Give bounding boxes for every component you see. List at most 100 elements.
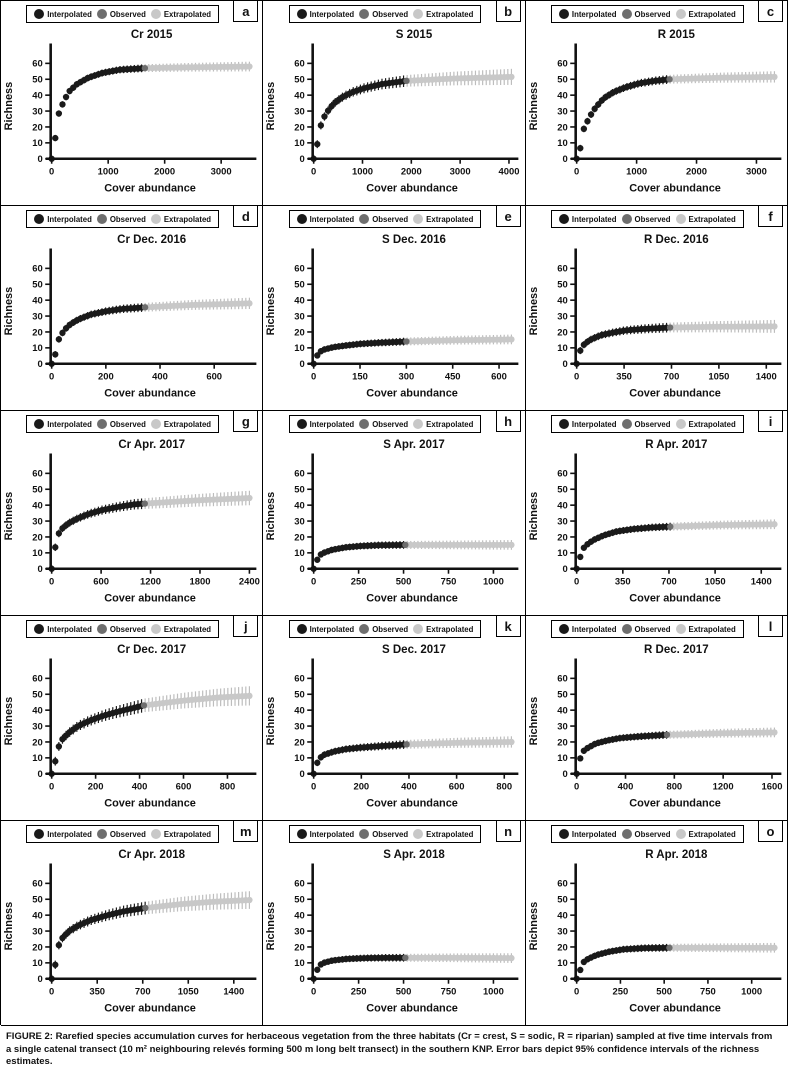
legend-dot-interpolated-icon [558, 419, 569, 429]
x-axis-label: Cover abundance [104, 1003, 196, 1015]
legend-dot-extrapolated-icon [150, 624, 161, 634]
legend-label: Observed [634, 9, 671, 19]
legend-label: Observed [109, 829, 146, 839]
x-tick-label: 250 [351, 986, 367, 997]
x-tick-label: 0 [574, 166, 579, 177]
y-tick-label: 30 [557, 310, 567, 321]
panel-header: Interpolated Observed Extrapolated [1, 821, 262, 848]
y-tick-label: 10 [295, 137, 305, 148]
legend: Interpolated Observed Extrapolated [288, 825, 482, 843]
x-tick-label: 800 [666, 781, 682, 792]
observed-dot [140, 702, 148, 709]
error-bars [51, 61, 251, 162]
panel-title: R 2015 [657, 29, 695, 41]
y-tick-label: 40 [295, 295, 305, 306]
panel-header: Interpolated Observed Extrapolated [526, 1, 787, 28]
legend-item-observed: Observed [359, 624, 408, 634]
y-tick-label: 60 [557, 673, 567, 684]
y-tick-label: 10 [557, 957, 567, 968]
legend-label: Interpolated [47, 214, 92, 224]
legend-label: Extrapolated [688, 624, 736, 634]
curve-dots [573, 73, 778, 162]
legend-dot-interpolated-icon [296, 624, 307, 634]
legend: Interpolated Observed Extrapolated [550, 620, 744, 638]
legend-item-interpolated: Interpolated [558, 829, 617, 839]
legend-label: Interpolated [571, 829, 617, 839]
y-tick-label: 30 [557, 925, 567, 936]
legend-dot-interpolated-icon [296, 829, 307, 839]
y-tick-label: 60 [295, 58, 305, 69]
y-tick-labels: 0 10 20 30 40 50 60 [295, 263, 313, 369]
y-tick-label: 50 [557, 484, 567, 495]
y-tick-label: 30 [557, 105, 567, 116]
legend-item-extrapolated: Extrapolated [413, 9, 473, 19]
legend-item-observed: Observed [359, 829, 408, 839]
curve-dots [310, 541, 515, 572]
x-tick-label: 200 [354, 781, 370, 792]
legend-item-interpolated: Interpolated [296, 9, 354, 19]
x-tick-label: 350 [616, 371, 632, 382]
x-tick-label: 3000 [211, 166, 232, 177]
legend-dot-observed-icon [621, 419, 632, 429]
y-tick-label: 50 [32, 689, 42, 700]
x-tick-labels: 0 1000 2000 3000 [574, 158, 767, 177]
y-tick-label: 60 [557, 58, 567, 69]
x-tick-label: 0 [49, 781, 54, 792]
y-tick-label: 40 [32, 90, 42, 101]
y-tick-label: 10 [32, 342, 42, 353]
y-tick-label: 10 [295, 342, 305, 353]
legend: Interpolated Observed Extrapolated [550, 210, 744, 228]
x-tick-label: 4000 [499, 166, 520, 177]
y-axis-label: Richness [3, 82, 15, 131]
y-tick-labels: 0 10 20 30 40 50 60 [557, 58, 575, 164]
y-tick-labels: 0 10 20 30 40 50 60 [32, 878, 50, 984]
legend-item-extrapolated: Extrapolated [413, 829, 473, 839]
y-tick-label: 0 [37, 358, 42, 369]
legend: Interpolated Observed Extrapolated [26, 210, 220, 228]
y-tick-label: 20 [32, 326, 42, 337]
panel-letter: j [233, 616, 259, 637]
x-axis-label: Cover abundance [104, 388, 196, 400]
legend-label: Observed [372, 624, 409, 634]
y-tick-label: 0 [562, 358, 567, 369]
y-tick-label: 0 [37, 973, 42, 984]
observed-dot [403, 338, 410, 345]
curve-dots [48, 692, 253, 777]
x-tick-label: 1400 [750, 576, 771, 587]
panel-n: Interpolated Observed Extrapolated n S Apr. … [263, 821, 526, 1026]
legend-item-observed: Observed [621, 624, 671, 634]
x-tick-label: 400 [401, 781, 417, 792]
y-tick-label: 40 [32, 500, 42, 511]
panel-l: Interpolated Observed Extrapolated l R Dec. … [525, 616, 788, 821]
legend-dot-observed-icon [621, 9, 632, 19]
x-tick-labels: 0 350 700 1050 1400 [49, 978, 244, 997]
y-tick-label: 40 [557, 90, 567, 101]
legend-label: Observed [372, 829, 409, 839]
legend-item-extrapolated: Extrapolated [675, 419, 736, 429]
y-tick-label: 50 [32, 279, 42, 290]
x-axis-label: Cover abundance [629, 593, 721, 605]
panel-h: Interpolated Observed Extrapolated h S Apr. … [263, 411, 526, 616]
x-tick-label: 1050 [704, 576, 725, 587]
legend-dot-extrapolated-icon [413, 419, 424, 429]
x-tick-label: 1050 [708, 371, 729, 382]
x-tick-labels: 0 250 500 750 1000 [574, 978, 762, 997]
y-tick-label: 30 [295, 105, 305, 116]
legend-label: Observed [109, 419, 146, 429]
x-tick-labels: 0 200 400 600 800 [49, 773, 235, 792]
legend-item-interpolated: Interpolated [558, 419, 617, 429]
legend-item-extrapolated: Extrapolated [675, 214, 736, 224]
x-tick-labels: 0 250 500 750 1000 [311, 978, 504, 997]
legend-item-interpolated: Interpolated [558, 214, 617, 224]
panel-m: Interpolated Observed Extrapolated m Cr Apr.… [1, 821, 264, 1026]
x-tick-labels: 0 200 400 600 800 [311, 773, 512, 792]
curve-dots [310, 73, 515, 162]
y-tick-label: 40 [557, 705, 567, 716]
legend-dot-observed-icon [621, 829, 632, 839]
panel-title: S Apr. 2018 [383, 849, 445, 861]
observed-dot [141, 64, 149, 72]
panel-header: Interpolated Observed Extrapolated [1, 206, 262, 233]
panel-e: Interpolated Observed Extrapolated e S Dec. … [263, 206, 526, 411]
x-tick-label: 3000 [746, 166, 767, 177]
